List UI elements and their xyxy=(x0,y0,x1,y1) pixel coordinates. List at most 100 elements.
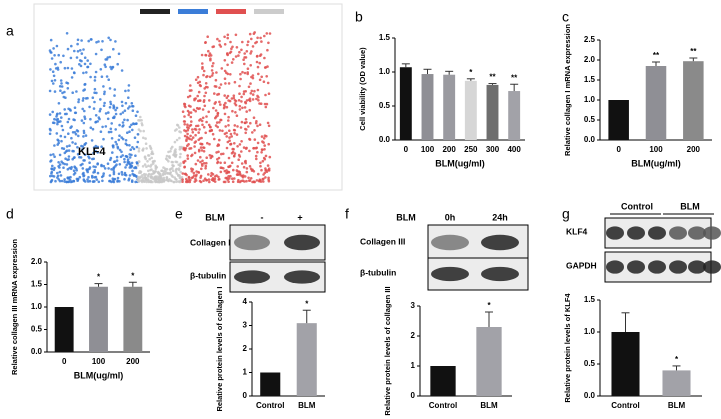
volcano-point xyxy=(247,85,251,89)
volcano-point xyxy=(118,148,122,152)
volcano-point xyxy=(235,173,239,176)
volcano-point xyxy=(89,38,93,41)
volcano-point xyxy=(215,71,218,74)
volcano-point xyxy=(244,100,247,104)
volcano-point xyxy=(140,180,144,184)
volcano-point xyxy=(211,132,215,136)
bar xyxy=(476,327,502,396)
volcano-point xyxy=(139,175,142,179)
volcano-point xyxy=(124,166,127,169)
volcano-point xyxy=(251,98,255,101)
significance: ** xyxy=(489,73,496,82)
volcano-point xyxy=(92,146,96,149)
volcano-point xyxy=(112,168,115,172)
volcano-point xyxy=(243,180,246,183)
volcano-point xyxy=(210,74,214,77)
volcano-point xyxy=(267,92,271,95)
volcano-point xyxy=(58,163,62,166)
volcano-point xyxy=(223,59,227,62)
volcano-point xyxy=(200,119,204,123)
volcano-point xyxy=(69,56,73,60)
bar xyxy=(683,61,704,141)
panel-letter: e xyxy=(175,206,183,222)
volcano-point xyxy=(146,160,149,163)
y-tick-label: 0.0 xyxy=(31,347,43,356)
volcano-point xyxy=(57,53,60,57)
volcano-point xyxy=(88,161,91,164)
volcano-point xyxy=(99,107,102,111)
volcano-point xyxy=(84,180,87,183)
volcano-point xyxy=(82,97,85,100)
volcano-point xyxy=(247,176,250,180)
bar xyxy=(443,74,456,140)
volcano-point xyxy=(116,176,120,180)
volcano-point xyxy=(66,120,70,124)
volcano-point xyxy=(165,154,169,158)
volcano-point xyxy=(174,148,177,151)
volcano-point xyxy=(252,116,256,119)
volcano-point xyxy=(185,177,188,181)
volcano-point xyxy=(244,131,247,135)
volcano-point xyxy=(126,131,129,134)
volcano-point xyxy=(161,173,165,176)
volcano-point xyxy=(152,171,156,174)
volcano-point xyxy=(77,134,80,138)
volcano-point xyxy=(98,109,102,113)
volcano-point xyxy=(108,106,112,109)
volcano-point xyxy=(138,170,142,173)
volcano-point xyxy=(235,46,239,49)
volcano-point xyxy=(59,134,63,138)
volcano-point xyxy=(72,71,76,74)
x-tick-label: 0 xyxy=(62,357,67,366)
volcano-point xyxy=(204,41,207,44)
volcano-point xyxy=(107,111,110,114)
volcano-point xyxy=(206,75,209,78)
volcano-point xyxy=(255,179,259,182)
y-tick-label: 1 xyxy=(411,361,416,370)
volcano-point xyxy=(188,111,191,114)
blot-band xyxy=(431,266,469,282)
volcano-point xyxy=(118,134,121,137)
volcano-point xyxy=(216,160,220,164)
volcano-point xyxy=(66,87,70,90)
volcano-point xyxy=(187,126,190,130)
volcano-point xyxy=(198,128,201,131)
significance: ** xyxy=(690,47,697,56)
volcano-point xyxy=(202,162,206,165)
volcano-point xyxy=(189,134,192,138)
volcano-point xyxy=(65,163,69,166)
volcano-point xyxy=(171,169,175,172)
volcano-point xyxy=(102,137,105,141)
volcano-point xyxy=(223,112,227,116)
volcano-point xyxy=(219,83,223,86)
volcano-point xyxy=(223,105,226,108)
volcano-point xyxy=(201,108,205,111)
panel-letter: d xyxy=(6,206,14,222)
volcano-point xyxy=(219,103,222,106)
volcano-point xyxy=(195,124,198,128)
volcano-point xyxy=(144,173,148,176)
volcano-point xyxy=(239,174,242,177)
volcano-point xyxy=(70,44,73,48)
volcano-point xyxy=(208,125,212,129)
blot-column-label: BLM xyxy=(680,201,700,211)
volcano-point xyxy=(82,129,86,133)
volcano-point xyxy=(120,170,124,174)
volcano-point xyxy=(131,146,134,149)
volcano-point xyxy=(234,33,238,37)
volcano-point xyxy=(266,65,269,68)
volcano-point xyxy=(120,100,124,104)
volcano-point xyxy=(224,125,227,128)
volcano-point xyxy=(109,38,112,42)
volcano-point xyxy=(119,155,123,159)
volcano-point xyxy=(128,174,132,177)
volcano-point xyxy=(209,54,213,57)
volcano-point xyxy=(186,123,189,126)
volcano-point xyxy=(92,151,95,155)
volcano-point xyxy=(191,131,195,134)
volcano-point xyxy=(199,146,203,149)
volcano-point xyxy=(192,171,196,175)
volcano-point xyxy=(194,78,198,81)
volcano-point xyxy=(168,155,171,158)
volcano-point xyxy=(254,157,258,161)
